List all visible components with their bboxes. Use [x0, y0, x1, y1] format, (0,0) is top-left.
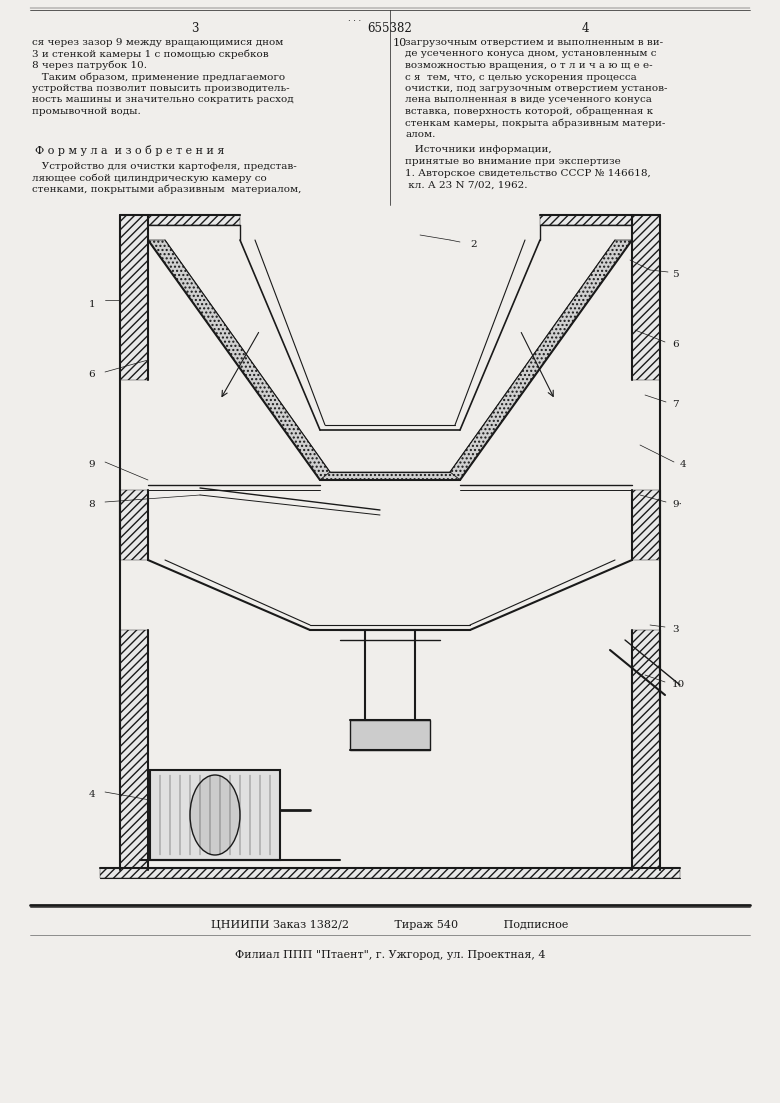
Text: 3: 3	[672, 625, 679, 634]
Bar	[148, 215, 240, 225]
Text: кл. А 23 N 7/02, 1962.: кл. А 23 N 7/02, 1962.	[405, 181, 527, 190]
Text: 6: 6	[88, 370, 95, 379]
Text: 2: 2	[470, 240, 477, 249]
Text: ность машины и значительно сократить расход: ность машины и значительно сократить рас…	[32, 96, 293, 105]
Text: 7: 7	[672, 400, 679, 409]
Text: Таким образом, применение предлагаемого: Таким образом, применение предлагаемого	[32, 73, 285, 82]
Text: устройства позволит повысить производитель-: устройства позволит повысить производите…	[32, 84, 289, 93]
Text: ЦНИИПИ Заказ 1382/2             Тираж 540             Подписное: ЦНИИПИ Заказ 1382/2 Тираж 540 Подписное	[211, 920, 569, 930]
Bar	[540, 215, 632, 225]
Text: 4: 4	[680, 460, 686, 469]
Text: лена выполненная в виде усеченного конуса: лена выполненная в виде усеченного конус…	[405, 96, 652, 105]
Bar	[120, 215, 148, 381]
Text: 655382: 655382	[367, 22, 413, 35]
Text: Филиал ППП "Птаент", г. Ужгород, ул. Проектная, 4: Филиал ППП "Птаент", г. Ужгород, ул. Про…	[235, 950, 545, 960]
Text: 4: 4	[88, 790, 95, 799]
Text: стенкам камеры, покрыта абразивным матери-: стенкам камеры, покрыта абразивным матер…	[405, 118, 665, 128]
Bar	[632, 215, 660, 381]
Text: 3 и стенкой камеры 1 с помощью скребков: 3 и стенкой камеры 1 с помощью скребков	[32, 50, 268, 58]
Text: Ф о р м у л а  и з о б р е т е н и я: Ф о р м у л а и з о б р е т е н и я	[35, 144, 225, 156]
Text: 9: 9	[88, 460, 95, 469]
Ellipse shape	[190, 775, 240, 855]
Text: 4: 4	[581, 22, 589, 35]
Polygon shape	[450, 240, 632, 480]
Text: 3: 3	[191, 22, 199, 35]
Text: 8: 8	[88, 500, 95, 508]
Text: возможностью вращения, о т л и ч а ю щ е е-: возможностью вращения, о т л и ч а ю щ е…	[405, 61, 653, 69]
Text: 6: 6	[672, 340, 679, 349]
Text: 1. Авторское свидетельство СССР № 146618,: 1. Авторское свидетельство СССР № 146618…	[405, 169, 651, 178]
Text: 10: 10	[672, 681, 686, 689]
Polygon shape	[320, 472, 460, 480]
Text: Устройство для очистки картофеля, представ-: Устройство для очистки картофеля, предст…	[32, 162, 296, 171]
Text: 9·: 9·	[672, 500, 682, 508]
Bar	[100, 868, 680, 878]
Text: 1: 1	[88, 300, 95, 309]
Bar	[120, 630, 148, 870]
Text: 8 через патрубок 10.: 8 через патрубок 10.	[32, 61, 147, 71]
Text: 10: 10	[393, 38, 407, 49]
Bar	[120, 490, 148, 560]
Text: стенками, покрытыми абразивным  материалом,: стенками, покрытыми абразивным материало…	[32, 185, 301, 194]
Text: с я  тем, что, с целью ускорения процесса: с я тем, что, с целью ускорения процесса	[405, 73, 636, 82]
Text: промывочной воды.: промывочной воды.	[32, 107, 140, 116]
Bar	[632, 630, 660, 870]
Bar	[632, 490, 660, 560]
Text: ся через зазор 9 между вращающимися дном: ся через зазор 9 между вращающимися дном	[32, 38, 283, 47]
Text: 5: 5	[672, 270, 679, 279]
Bar	[150, 770, 280, 860]
Text: принятые во внимание при экспертизе: принятые во внимание при экспертизе	[405, 157, 621, 165]
Text: ляющее собой цилиндрическую камеру со: ляющее собой цилиндрическую камеру со	[32, 173, 267, 183]
Text: де усеченного конуса дном, установленным с: де усеченного конуса дном, установленным…	[405, 50, 657, 58]
Text: алом.: алом.	[405, 130, 435, 139]
Bar	[350, 720, 430, 750]
Text: загрузочным отверстием и выполненным в ви-: загрузочным отверстием и выполненным в в…	[405, 38, 663, 47]
Text: . . .: . . .	[349, 15, 362, 23]
Polygon shape	[148, 240, 330, 480]
Text: очистки, под загрузочным отверстием установ-: очистки, под загрузочным отверстием уста…	[405, 84, 668, 93]
Text: вставка, поверхность которой, обращенная к: вставка, поверхность которой, обращенная…	[405, 107, 653, 117]
Text: Источники информации,: Источники информации,	[405, 144, 551, 154]
